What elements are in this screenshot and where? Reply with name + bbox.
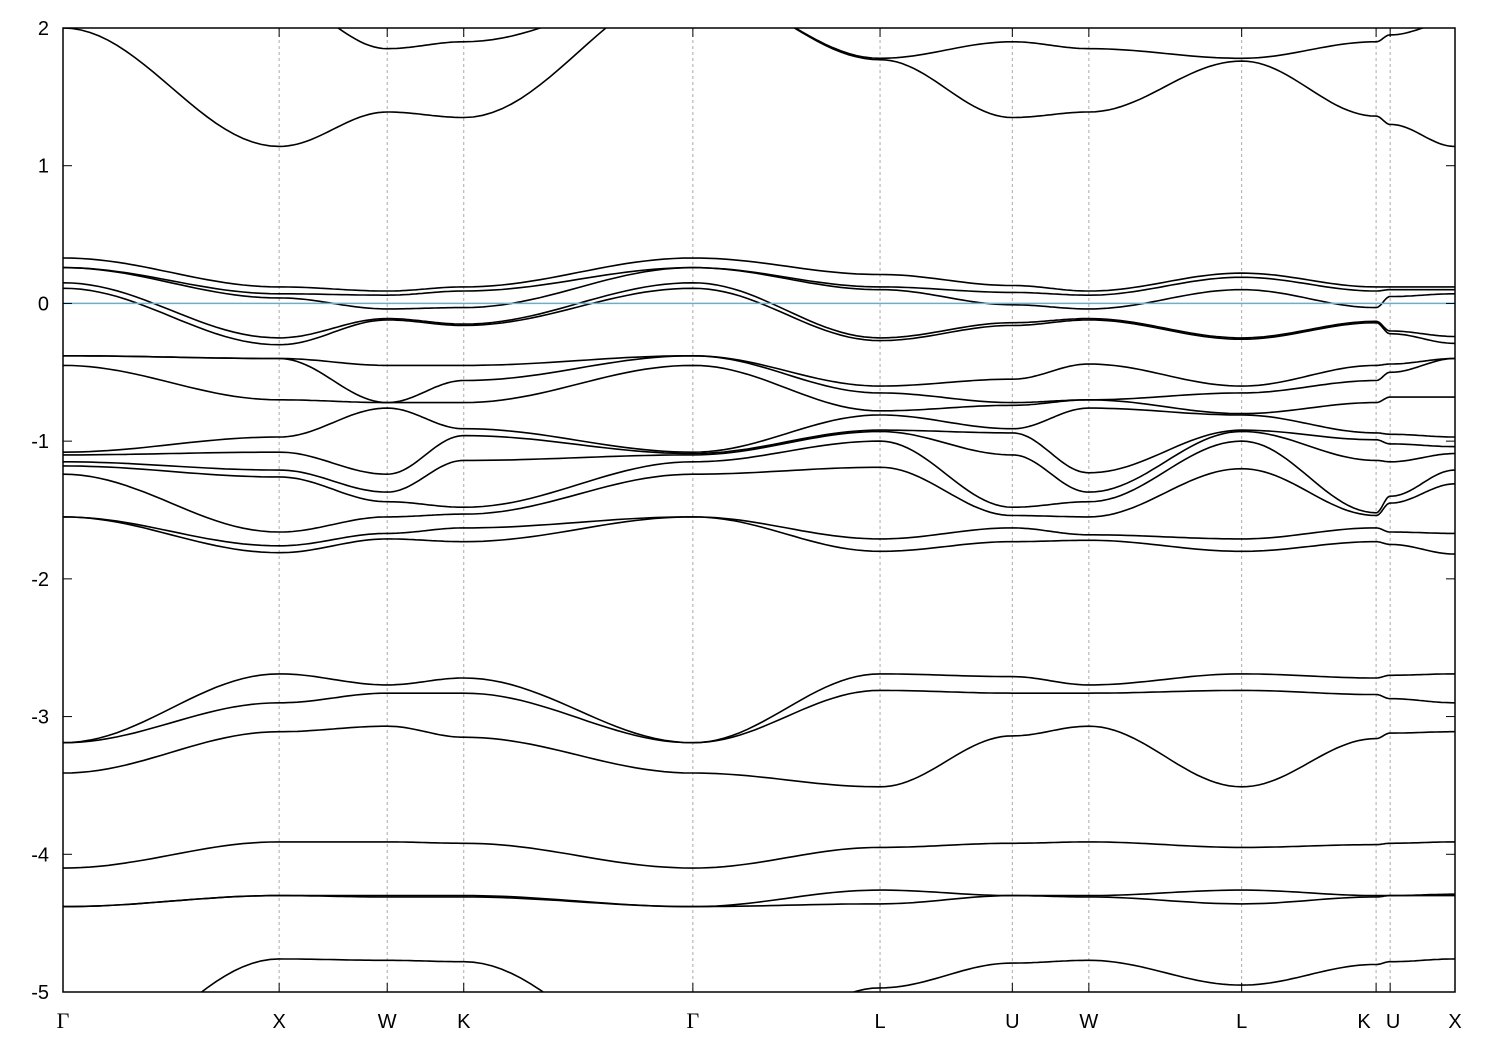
bands <box>63 28 1455 992</box>
x-tick-label: W <box>378 1011 397 1033</box>
grid-lines <box>278 28 1391 992</box>
band-line-22 <box>63 28 1455 148</box>
x-tick-label: X <box>272 1011 285 1033</box>
band-line-6 <box>63 673 1455 744</box>
y-tick-label: -4 <box>31 844 49 866</box>
y-tick-label: -5 <box>31 982 49 1004</box>
band-line-8 <box>63 516 1455 547</box>
x-tick-label: K <box>457 1011 471 1033</box>
y-tick-label: 0 <box>38 293 49 315</box>
band-line-16 <box>63 355 1455 387</box>
band-line-17 <box>63 287 1455 346</box>
x-tick-label: U <box>1005 1011 1019 1033</box>
band-line-21 <box>63 257 1455 292</box>
x-tick-label: Γ <box>686 1008 699 1033</box>
band-line-15 <box>63 354 1455 404</box>
y-tick-label: -3 <box>31 707 49 729</box>
band-line-11 <box>63 430 1455 493</box>
x-tick-label: K <box>1357 1011 1371 1033</box>
plot-frame <box>62 27 1456 993</box>
band-line-7 <box>63 516 1455 555</box>
band-line-4 <box>63 725 1455 788</box>
x-tick-label: U <box>1386 1011 1400 1033</box>
x-tick-label: L <box>1236 1011 1247 1033</box>
band-line-10 <box>63 440 1455 514</box>
x-tick-label: L <box>874 1011 885 1033</box>
y-axis: 2 1 0 -1 -2 -3 -4 -5 <box>31 18 1455 1004</box>
band-line-2 <box>63 889 1455 908</box>
y-tick-label: -2 <box>31 569 49 591</box>
y-tick-label: 2 <box>38 18 49 40</box>
band-line-9 <box>63 466 1455 533</box>
band-line-20 <box>63 266 1455 296</box>
band-line-13 <box>63 407 1455 454</box>
x-tick-label: W <box>1079 1011 1098 1033</box>
band-line-1 <box>63 894 1455 908</box>
band-line-0 <box>200 958 1455 992</box>
band-line-23 <box>336 28 1426 60</box>
band-line-5 <box>63 689 1455 744</box>
band-line-14 <box>63 364 1455 415</box>
x-tick-label: Γ <box>57 1008 70 1033</box>
band-line-18 <box>63 281 1455 339</box>
band-line-19 <box>63 266 1455 310</box>
y-tick-label: -1 <box>31 431 49 453</box>
band-line-12 <box>63 429 1455 476</box>
band-line-3 <box>63 841 1455 869</box>
x-tick-label: X <box>1448 1011 1461 1033</box>
y-tick-label: 1 <box>38 156 49 178</box>
